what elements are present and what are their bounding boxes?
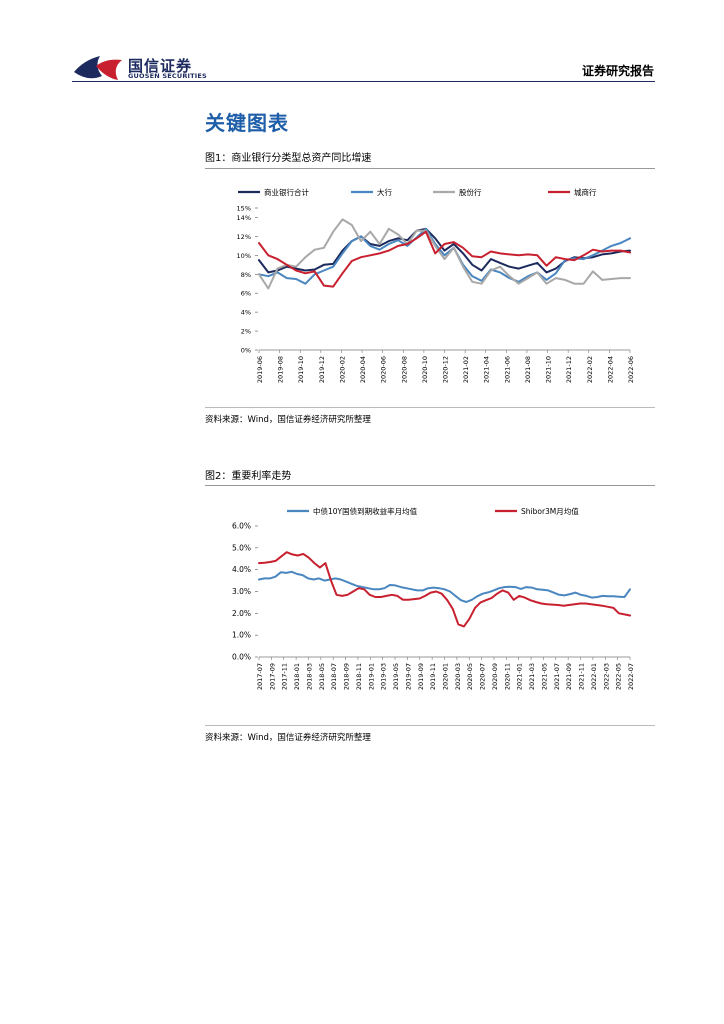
x-tick-label-21: 2021-01 xyxy=(516,663,524,690)
x-tick-label-3: 2019-12 xyxy=(318,356,326,383)
figure-1-bottom-rule xyxy=(205,407,655,408)
x-tick-label-18: 2020-07 xyxy=(479,663,487,690)
y-tick-label-5: 5.0% xyxy=(232,543,251,552)
figure-1-title: 图1：商业银行分类型总资产同比增速 xyxy=(205,153,372,164)
x-tick-label-12: 2021-06 xyxy=(503,356,511,383)
x-tick-label-14: 2019-11 xyxy=(429,663,437,690)
y-tick-label-5: 10% xyxy=(237,252,251,260)
x-tick-label-17: 2022-04 xyxy=(606,356,614,383)
chart-2-interest-rates: 中债10Y国债到期收益率月均值 Shibor3M月均值 0.0% 1.0% 2.0% 3.… xyxy=(232,506,635,690)
x-tick-label-5: 2020-04 xyxy=(359,356,367,383)
x-tick-label-23: 2021-05 xyxy=(540,663,548,690)
y-tick-label-4: 4.0% xyxy=(232,565,251,574)
x-tick-label-15: 2021-12 xyxy=(565,356,573,383)
x-tick-label-7: 2018-09 xyxy=(343,663,351,690)
figure-2-source: 资料来源：Wind，国信证券经济研究所整理 xyxy=(205,733,371,743)
legend-label-1: Shibor3M月均值 xyxy=(521,506,579,516)
y-tick-label-0: 0% xyxy=(241,347,251,355)
x-tick-label-10: 2021-02 xyxy=(462,356,470,383)
legend-label-1: 大行 xyxy=(377,187,392,197)
x-tick-label-22: 2021-03 xyxy=(528,663,536,690)
x-tick-label-2: 2017-11 xyxy=(281,663,289,690)
legend-label-2: 股份行 xyxy=(459,187,482,197)
x-tick-label-7: 2020-08 xyxy=(400,356,408,383)
x-tick-label-4: 2020-02 xyxy=(338,356,346,383)
x-tick-label-13: 2019-09 xyxy=(417,663,425,690)
x-tick-label-12: 2019-07 xyxy=(404,663,412,690)
x-tick-label-11: 2019-05 xyxy=(392,663,400,690)
y-tick-label-1: 1.0% xyxy=(232,631,251,640)
y-tick-label-0: 0.0% xyxy=(232,653,251,662)
guosen-logo xyxy=(74,56,122,80)
x-tick-label-6: 2020-06 xyxy=(380,356,388,383)
x-tick-label-2: 2019-10 xyxy=(297,356,305,383)
x-tick-label-3: 2018-01 xyxy=(293,663,301,690)
logo-text-cn: 国信证券 xyxy=(128,57,193,75)
y-tick-label-1: 2% xyxy=(241,328,251,336)
series-line-3 xyxy=(258,230,631,288)
x-tick-label-10: 2019-03 xyxy=(380,663,388,690)
x-tick-label-9: 2020-12 xyxy=(442,356,450,383)
y-tick-label-4: 8% xyxy=(241,271,251,279)
x-tick-label-6: 2018-07 xyxy=(330,663,338,690)
x-tick-label-20: 2020-11 xyxy=(503,663,511,690)
legend-label-0: 商业银行合计 xyxy=(264,187,309,197)
x-tick-label-9: 2019-01 xyxy=(367,663,375,690)
series-line-2 xyxy=(258,218,631,290)
report-type: 证券研究报告 xyxy=(581,64,654,78)
figure-1-source: 资料来源：Wind，国信证券经济研究所整理 xyxy=(205,415,371,425)
x-tick-label-28: 2022-03 xyxy=(602,663,610,690)
logo-text-en: GUOSEN SECURITIES xyxy=(128,72,207,80)
legend-label-0: 中债10Y国债到期收益率月均值 xyxy=(313,506,418,516)
x-tick-label-1: 2019-08 xyxy=(277,356,285,383)
x-tick-label-0: 2017-07 xyxy=(256,663,264,690)
x-tick-label-30: 2022-07 xyxy=(627,663,635,690)
x-tick-label-16: 2020-03 xyxy=(454,663,462,690)
chart-1-total-assets-growth: 商业银行合计 大行 股份行 城商行 0% 2% 4% 6% 8% 10% 12% 14%15% 2019… xyxy=(237,187,635,383)
x-tick-label-0: 2019-06 xyxy=(256,356,264,383)
x-tick-label-16: 2022-02 xyxy=(586,356,594,383)
x-tick-label-29: 2022-05 xyxy=(615,663,623,690)
series-line-0 xyxy=(258,570,631,603)
x-tick-label-24: 2021-07 xyxy=(553,663,561,690)
figure-2-title: 图2：重要利率走势 xyxy=(205,471,292,482)
x-tick-label-4: 2018-03 xyxy=(305,663,313,690)
x-tick-label-25: 2021-09 xyxy=(565,663,573,690)
header-divider xyxy=(72,81,655,82)
y-tick-label-3: 6% xyxy=(241,290,251,298)
x-tick-label-1: 2017-09 xyxy=(268,663,276,690)
x-tick-label-11: 2021-04 xyxy=(483,356,491,383)
x-tick-label-13: 2021-08 xyxy=(524,356,532,383)
x-tick-label-5: 2018-05 xyxy=(318,663,326,690)
y-tick-label-8: 15% xyxy=(237,205,251,213)
figure-2-bottom-rule xyxy=(205,725,655,726)
y-tick-label-3: 3.0% xyxy=(232,587,251,596)
x-tick-label-27: 2022-01 xyxy=(590,663,598,690)
figure-2-top-rule xyxy=(205,485,655,486)
x-tick-label-19: 2020-09 xyxy=(491,663,499,690)
x-tick-label-26: 2021-11 xyxy=(578,663,586,690)
legend-label-3: 城商行 xyxy=(574,187,597,197)
logo-mark-navy xyxy=(74,56,102,79)
logo-mark-red xyxy=(96,59,122,80)
x-tick-label-18: 2022-06 xyxy=(627,356,635,383)
y-tick-label-6: 6.0% xyxy=(232,522,251,531)
y-tick-label-7: 14% xyxy=(237,214,251,222)
y-tick-label-6: 12% xyxy=(237,233,251,241)
x-tick-label-17: 2020-05 xyxy=(466,663,474,690)
series-line-1 xyxy=(258,551,631,628)
x-tick-label-14: 2021-10 xyxy=(545,356,553,383)
y-tick-label-2: 4% xyxy=(241,309,251,317)
x-tick-label-15: 2020-01 xyxy=(442,663,450,690)
section-title: 关键图表 xyxy=(205,111,289,135)
x-tick-label-8: 2018-11 xyxy=(355,663,363,690)
figure-1-top-rule xyxy=(205,168,655,169)
y-tick-label-2: 2.0% xyxy=(232,609,251,618)
x-tick-label-8: 2020-10 xyxy=(421,356,429,383)
